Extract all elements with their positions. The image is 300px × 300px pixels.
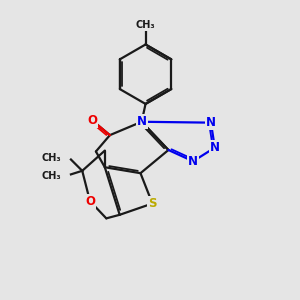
Text: S: S <box>148 197 157 210</box>
Text: N: N <box>188 155 198 168</box>
Text: O: O <box>85 195 95 208</box>
Text: N: N <box>137 115 147 128</box>
Text: CH₃: CH₃ <box>42 153 62 163</box>
Text: O: O <box>87 114 97 127</box>
Text: CH₃: CH₃ <box>136 20 155 30</box>
Text: CH₃: CH₃ <box>42 171 62 181</box>
Text: N: N <box>206 116 216 129</box>
Text: N: N <box>210 141 220 154</box>
